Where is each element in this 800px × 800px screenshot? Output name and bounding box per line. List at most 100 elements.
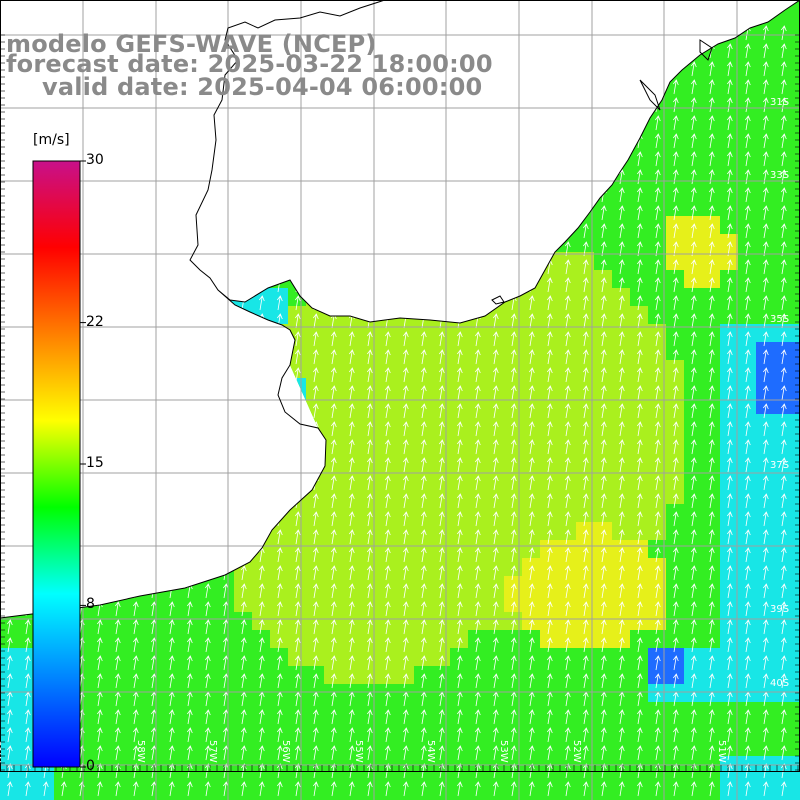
wind-arrow xyxy=(582,709,589,725)
field-cell xyxy=(378,450,396,468)
wind-arrow xyxy=(600,421,607,437)
wind-arrow xyxy=(456,151,463,167)
field-cell xyxy=(252,432,270,450)
wind-arrow xyxy=(204,547,211,563)
field-cell xyxy=(414,576,432,594)
field-cell xyxy=(36,792,54,800)
wind-arrow xyxy=(492,493,499,509)
wind-arrow xyxy=(672,403,679,419)
wind-arrow xyxy=(312,349,319,365)
wind-arrow xyxy=(96,727,103,743)
field-cell xyxy=(738,540,756,558)
wind-arrow xyxy=(276,295,283,311)
field-cell xyxy=(450,432,468,450)
wind-arrow xyxy=(24,331,31,347)
wind-arrow xyxy=(474,133,481,149)
wind-arrow xyxy=(564,547,571,563)
wind-arrow xyxy=(654,61,661,77)
lon-label: 58W xyxy=(135,740,146,763)
wind-arrow xyxy=(132,313,139,329)
wind-arrow xyxy=(780,295,787,311)
field-cell xyxy=(18,738,36,756)
wind-arrow xyxy=(114,637,121,653)
field-cell xyxy=(306,558,324,576)
field-cell xyxy=(576,378,594,396)
field-cell xyxy=(792,486,800,504)
wind-arrow xyxy=(654,457,661,473)
wind-arrow xyxy=(330,511,337,527)
wind-arrow xyxy=(276,745,283,761)
wind-arrow xyxy=(204,457,211,473)
wind-arrow xyxy=(564,25,571,41)
wind-arrow xyxy=(438,565,445,581)
wind-arrow xyxy=(24,349,31,365)
field-cell xyxy=(306,576,324,594)
wind-arrow xyxy=(438,385,445,401)
field-cell xyxy=(720,432,738,450)
field-cell xyxy=(486,612,504,630)
field-cell xyxy=(540,360,558,378)
wind-arrow xyxy=(384,709,391,725)
wind-arrow xyxy=(6,727,13,743)
wind-arrow xyxy=(762,565,769,581)
wind-arrow xyxy=(672,565,679,581)
field-cell xyxy=(756,522,774,540)
field-cell xyxy=(792,450,800,468)
wind-arrow xyxy=(420,367,427,383)
wind-arrow xyxy=(330,133,337,149)
wind-arrow xyxy=(600,583,607,599)
wind-arrow xyxy=(744,511,751,527)
wind-arrow xyxy=(384,205,391,221)
wind-arrow xyxy=(24,133,31,149)
wind-arrow xyxy=(600,601,607,617)
field-cell xyxy=(324,378,342,396)
wind-arrow xyxy=(636,421,643,437)
wind-arrow xyxy=(726,349,733,365)
wind-arrow xyxy=(474,349,481,365)
field-cell xyxy=(0,738,18,756)
wind-arrow xyxy=(240,781,247,797)
wind-arrow xyxy=(186,313,193,329)
wind-arrow xyxy=(582,295,589,311)
field-cell xyxy=(522,306,540,324)
wind-arrow xyxy=(546,151,553,167)
wind-arrow xyxy=(600,511,607,527)
field-cell xyxy=(738,486,756,504)
wind-arrow xyxy=(24,295,31,311)
wind-arrow xyxy=(546,529,553,545)
wind-arrow xyxy=(312,745,319,761)
wind-arrow xyxy=(474,25,481,41)
wind-arrow xyxy=(672,79,679,95)
wind-arrow xyxy=(510,421,517,437)
field-cell xyxy=(306,378,324,396)
wind-arrow xyxy=(204,295,211,311)
wind-arrow xyxy=(582,151,589,167)
field-cell xyxy=(792,396,800,414)
wind-arrow xyxy=(186,655,193,671)
wind-arrow xyxy=(564,205,571,221)
field-cell xyxy=(450,252,468,270)
wind-arrow xyxy=(276,331,283,347)
field-cell xyxy=(738,450,756,468)
field-cell xyxy=(522,252,540,270)
wind-arrow xyxy=(492,565,499,581)
wind-arrow xyxy=(204,331,211,347)
wind-arrow xyxy=(762,331,769,347)
field-cell xyxy=(612,306,630,324)
field-cell xyxy=(756,486,774,504)
field-cell xyxy=(270,414,288,432)
wind-arrow xyxy=(744,349,751,365)
field-cell xyxy=(540,540,558,558)
wind-arrow xyxy=(348,709,355,725)
wind-arrow xyxy=(780,493,787,509)
wind-arrow xyxy=(96,277,103,293)
wind-arrow xyxy=(546,547,553,563)
wind-arrow xyxy=(6,331,13,347)
wind-arrow xyxy=(168,565,175,581)
wind-arrow xyxy=(258,151,265,167)
field-cell xyxy=(756,432,774,450)
wind-arrow xyxy=(546,277,553,293)
wind-arrow xyxy=(564,295,571,311)
wind-arrow xyxy=(384,367,391,383)
wind-arrow xyxy=(654,385,661,401)
